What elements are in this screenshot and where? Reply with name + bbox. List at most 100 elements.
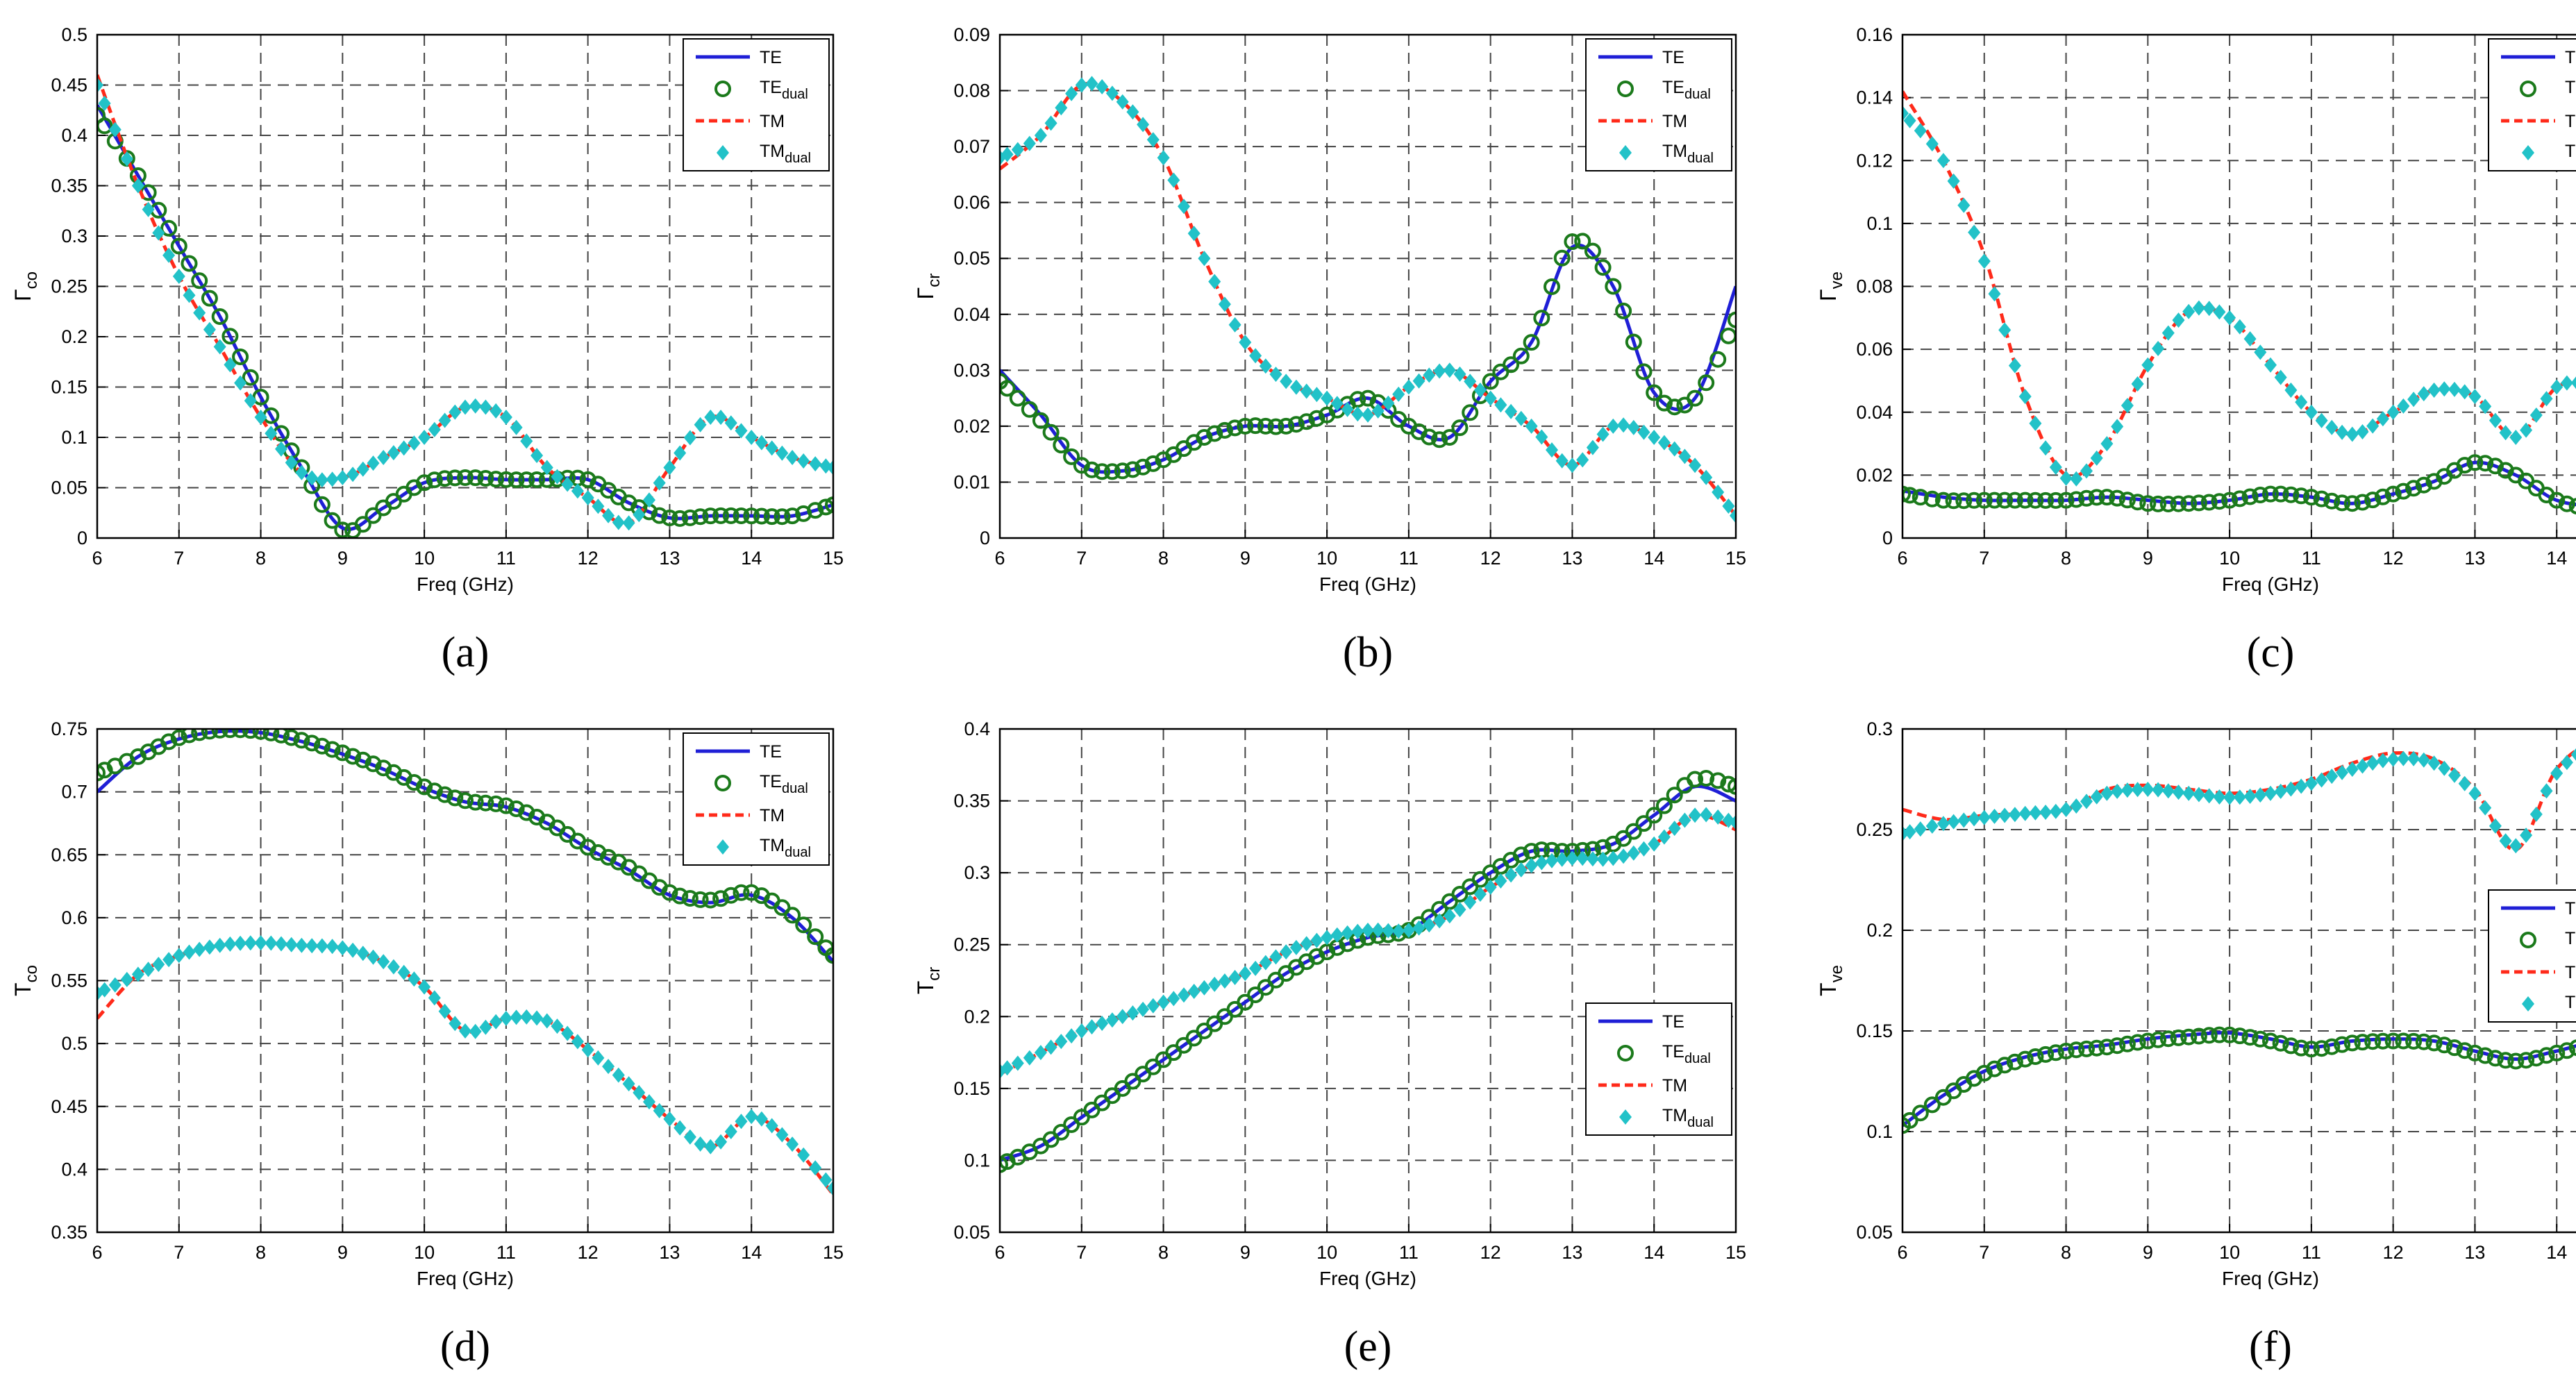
- tm-dual-point: [2264, 785, 2277, 801]
- tm-dual-point: [2560, 755, 2573, 771]
- te-dual-point: [211, 729, 228, 739]
- te-dual-point: [2477, 1047, 2494, 1064]
- legend-swatch-te-dual: [714, 81, 731, 97]
- tm-dual-point: [1371, 922, 1385, 938]
- tm-dual-point: [540, 460, 553, 476]
- tm-dual-point: [1321, 930, 1334, 946]
- tm-dual-point: [510, 1009, 523, 1025]
- tm-dual-point: [2499, 833, 2512, 849]
- tm-dual-point: [2192, 787, 2205, 803]
- series-group: [1000, 76, 1736, 523]
- y-tick-label: 0.01: [953, 471, 990, 492]
- te-dual-point: [97, 764, 106, 782]
- tm-dual-point: [2366, 418, 2380, 434]
- tm-dual-point: [449, 404, 462, 420]
- te-dual-point: [1687, 389, 1704, 407]
- legend-tm-dual-base: TM: [2565, 993, 2576, 1012]
- te-dual-point: [1441, 429, 1458, 446]
- tm-dual-point: [183, 287, 196, 303]
- te-dual-point: [2129, 1034, 2146, 1051]
- tm-dual-point: [1362, 407, 1374, 423]
- tm-dual-point: [1464, 373, 1477, 389]
- legend-box: [1585, 1002, 1732, 1136]
- tm-dual-point: [1555, 453, 1569, 469]
- te-dual-point: [773, 508, 791, 526]
- te-dual-point: [303, 735, 321, 752]
- tm-dual-point: [120, 971, 133, 987]
- tm-dual-point: [683, 1129, 696, 1145]
- series-te-dual-markers: [1902, 454, 2576, 514]
- tm-dual-point: [244, 393, 257, 409]
- legend-swatch-te-dual: [1617, 81, 1634, 97]
- te-dual-point: [2068, 491, 2085, 508]
- te-dual-point: [1996, 492, 2014, 509]
- te-dual-point: [1009, 389, 1026, 407]
- tm-dual-point: [2049, 803, 2062, 819]
- tm-dual-point: [387, 959, 400, 975]
- tm-dual-point: [1998, 807, 2012, 823]
- tm-dual-point: [1126, 104, 1139, 120]
- tm-dual-point: [265, 935, 278, 951]
- tm-dual-point: [1657, 435, 1671, 451]
- tm-dual-point: [98, 982, 111, 998]
- te-dual-point: [1605, 278, 1622, 295]
- x-tick-label: 8: [1158, 548, 1169, 569]
- tm-dual-point: [1937, 153, 1950, 169]
- y-axis-label: Γco: [10, 271, 41, 301]
- tm-dual-point: [1712, 809, 1725, 825]
- y-tick-label: 0.5: [61, 24, 87, 45]
- tm-dual-point: [1443, 362, 1456, 378]
- x-tick-label: 6: [1897, 548, 1907, 569]
- tm-dual-point: [1137, 1001, 1150, 1017]
- y-tick-label: 0.6: [61, 907, 87, 928]
- te-dual-point: [1042, 423, 1060, 441]
- te-dual-point: [1462, 404, 1479, 421]
- te-dual-point: [1986, 492, 2003, 509]
- tm-dual-point: [131, 178, 144, 194]
- y-tick-label: 0.65: [51, 844, 87, 865]
- te-dual-point: [2302, 489, 2320, 506]
- tm-dual-point: [2345, 762, 2359, 777]
- y-tick-label: 0.2: [964, 1006, 990, 1027]
- tm-dual-point: [2049, 460, 2062, 475]
- tm-dual-point: [1977, 253, 1991, 269]
- legend-label-te-dual: TEdual: [760, 78, 808, 102]
- legend-tm-dual-base: TM: [760, 836, 785, 855]
- te-dual-point: [1655, 797, 1673, 814]
- tm-dual-point: [1075, 1023, 1088, 1039]
- x-tick-label: 12: [1480, 548, 1501, 569]
- tm-dual-point: [2458, 384, 2471, 400]
- tm-dual-point: [193, 941, 206, 957]
- tm-dual-point: [2376, 411, 2389, 427]
- tm-dual-point: [172, 269, 185, 284]
- te-dual-point: [2159, 1030, 2177, 1048]
- tm-dual-point: [2182, 785, 2196, 801]
- te-dual-point: [313, 737, 331, 755]
- x-tick-label: 11: [496, 1242, 516, 1263]
- te-dual-point: [2272, 485, 2289, 503]
- te-dual-point: [2548, 1044, 2566, 1061]
- series-group: [97, 729, 833, 1196]
- x-tick-label: 7: [1979, 548, 1989, 569]
- series-te-dual-markers: [1902, 1026, 2576, 1134]
- te-dual-point: [1912, 1105, 1929, 1122]
- x-tick-label: 7: [1076, 1242, 1087, 1263]
- tm-dual-point: [2161, 783, 2175, 799]
- tm-dual-point: [1689, 807, 1702, 823]
- te-dual-point: [1564, 233, 1581, 251]
- te-dual-point: [1237, 417, 1254, 435]
- tm-dual-point: [561, 476, 574, 492]
- tm-dual-point: [1576, 850, 1589, 866]
- te-dual-point: [2221, 1026, 2239, 1043]
- x-tick-label: 11: [1399, 1242, 1419, 1263]
- te-dual-point: [436, 786, 453, 803]
- tm-dual-point: [551, 469, 564, 485]
- te-dual-point: [2006, 1053, 2023, 1071]
- tm-dual-point: [612, 514, 625, 530]
- te-dual-point: [1196, 429, 1213, 446]
- tm-dual-point: [581, 490, 594, 505]
- te-dual-point: [2231, 1027, 2248, 1045]
- te-dual-point: [2200, 1027, 2218, 1044]
- tm-dual-point: [397, 440, 410, 456]
- tm-dual-point: [714, 410, 728, 426]
